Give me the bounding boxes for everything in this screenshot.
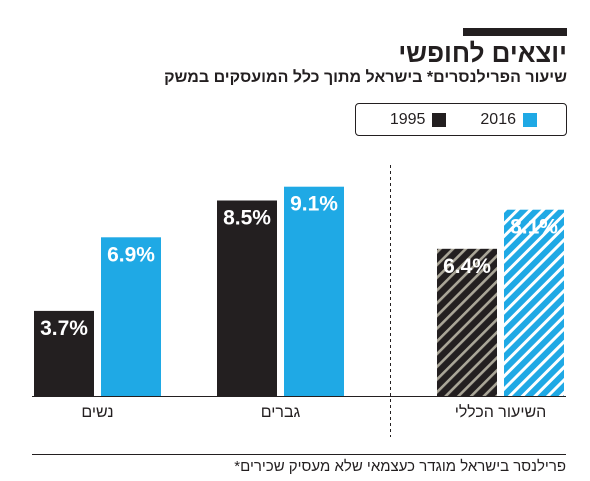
value-label-men-1995: 8.5% bbox=[223, 207, 271, 230]
bar-women-1995 bbox=[34, 310, 94, 396]
chart-subtitle: שיעור הפרילנסרים* בישראל מתוך כלל המועסק… bbox=[164, 69, 567, 86]
value-label-women-1995: 3.7% bbox=[40, 317, 88, 340]
category-label-overall: השיעור הכללי bbox=[455, 403, 547, 421]
legend: 2016 1995 bbox=[355, 103, 567, 136]
bar-women-2016 bbox=[101, 237, 161, 396]
value-label-overall-1995: 6.4% bbox=[443, 255, 491, 278]
legend-label-1995: 1995 bbox=[389, 110, 426, 128]
bar-men-1995 bbox=[217, 200, 277, 396]
header-accent-bar bbox=[463, 28, 567, 36]
legend-item-2016: 2016 bbox=[480, 110, 537, 128]
legend-item-1995: 1995 bbox=[389, 110, 447, 128]
value-label-men-2016: 9.1% bbox=[290, 193, 338, 216]
bar-overall-1995 bbox=[437, 248, 497, 396]
chart-title: יוצאים לחופשי bbox=[398, 38, 567, 68]
value-label-women-2016: 6.9% bbox=[107, 243, 155, 266]
legend-label-2016: 2016 bbox=[480, 110, 516, 128]
bar-overall-2016 bbox=[504, 209, 564, 396]
labels-layer: 3.7% 6.9% נשים 8.5% 9.1% גברים 6.4% 8.1% השיעור … bbox=[40, 193, 558, 421]
category-label-men: גברים bbox=[261, 404, 301, 421]
legend-swatch-2016 bbox=[523, 112, 537, 127]
bars-layer bbox=[34, 186, 564, 396]
footnote: *פרילנסר בישראל מוגדר כעצמאי שלא מעסיק ש… bbox=[234, 458, 566, 475]
legend-swatch-1995 bbox=[432, 112, 447, 127]
category-label-women: נשים bbox=[81, 404, 113, 421]
bar-men-2016 bbox=[284, 186, 344, 396]
value-label-overall-2016: 8.1% bbox=[510, 216, 558, 239]
